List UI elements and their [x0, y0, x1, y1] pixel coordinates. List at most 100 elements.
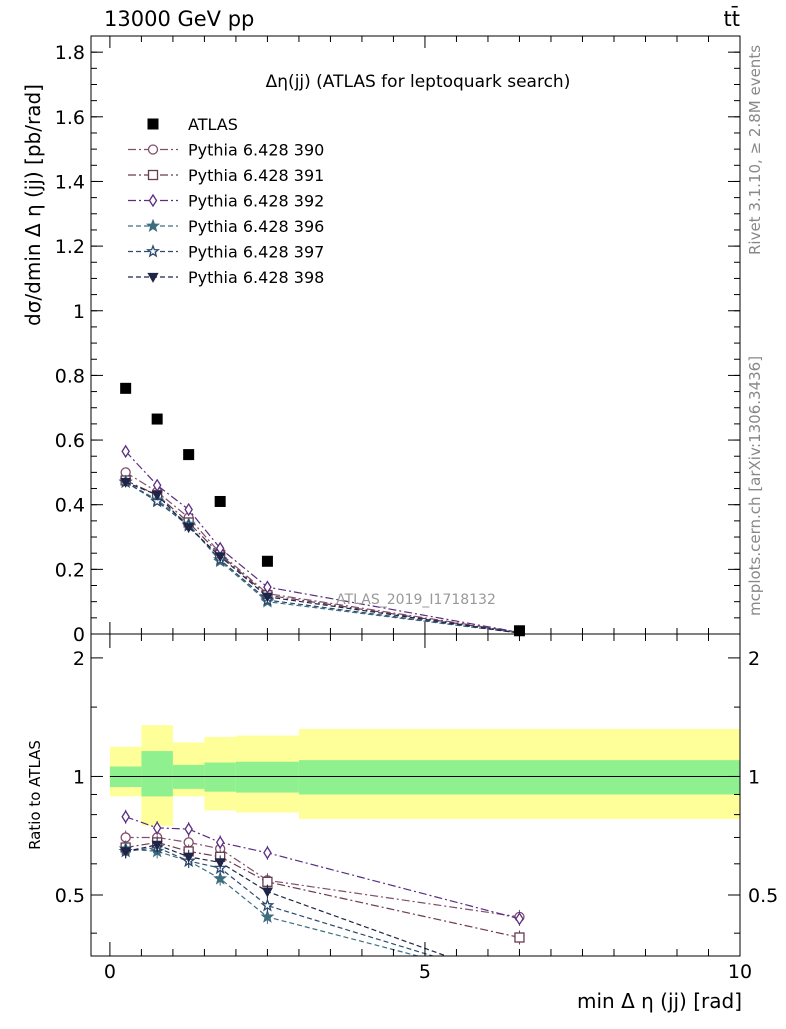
chart-title: Δη(jj) (ATLAS for leptoquark search) — [266, 72, 571, 92]
ratio-point-2 — [184, 822, 193, 836]
y-tick-label: 0 — [73, 624, 85, 646]
uncertainty-band-green — [235, 761, 299, 793]
data-point — [183, 449, 195, 461]
ratio-frame — [90, 633, 741, 957]
legend-entry-5: Pythia 6.428 398 — [128, 268, 324, 287]
ratio-y-tick-label-right: 1 — [748, 766, 760, 788]
legend-entry-1: Pythia 6.428 391 — [128, 166, 324, 185]
legend-marker — [147, 144, 159, 155]
series-line-4 — [125, 481, 520, 634]
series-point-5 — [183, 523, 195, 534]
y-tick-label: 0.2 — [55, 559, 85, 581]
main-panel: 0 0.2 0.4 0.6 0.8 1 1.2 1.4 1.6 1.8 dσ/dmin Δ η (j… — [21, 35, 741, 646]
ratio-series — [118, 809, 525, 956]
ratio-point-5 — [151, 840, 163, 851]
analysis-label: ATLAS_2019_I1718132 — [336, 592, 496, 608]
energy-label: 13000 GeV pp — [104, 7, 254, 31]
series-line-5 — [125, 481, 520, 634]
series-point-5 — [261, 592, 274, 603]
ratio-y-tick-label: 2 — [73, 648, 85, 670]
data-point — [261, 555, 273, 567]
legend-marker — [147, 169, 159, 181]
ratio-y-tick-label: 0.5 — [55, 885, 85, 907]
data-point — [513, 625, 525, 637]
y-tick-label: 1.6 — [55, 107, 85, 129]
process-label: tt̄ — [724, 6, 740, 31]
uncertainty-band-green — [141, 751, 173, 797]
y-axis-label: dσ/dmin Δ η (jj) [pb/rad] — [21, 84, 45, 326]
legend-entry-data: ATLAS — [147, 115, 238, 134]
data-point — [120, 382, 132, 394]
ratio-line-0 — [125, 836, 520, 918]
y-tick-label: 1.8 — [55, 42, 85, 64]
ratio-point-2 — [121, 810, 130, 824]
ratio-line-5 — [125, 844, 448, 956]
series-point-2 — [263, 580, 272, 594]
ratio-point-5 — [214, 858, 226, 869]
y-tick-label: 1.2 — [55, 236, 85, 258]
series-line-1 — [125, 479, 520, 634]
ratio-point-5 — [120, 847, 132, 858]
series-point-2 — [184, 502, 193, 517]
legend-entry-0: Pythia 6.428 390 — [128, 141, 324, 160]
x-tick-label: 0 — [104, 961, 116, 983]
legend-label: Pythia 6.428 398 — [188, 268, 324, 287]
x-tick-label: 10 — [728, 961, 752, 983]
x-axis-label: min Δ η (jj) [rad] — [577, 989, 742, 1013]
ratio-point-2 — [152, 821, 162, 835]
mcplots-label: mcplots.cern.ch [arXiv:1306.3436] — [746, 356, 764, 616]
ratio-line-2 — [125, 816, 520, 920]
data-point — [214, 495, 226, 507]
legend-label: Pythia 6.428 397 — [188, 243, 324, 262]
ratio-y-tick-label-right: 2 — [748, 648, 760, 670]
ratio-point-2 — [515, 912, 524, 926]
series-line-0 — [125, 471, 520, 633]
legend-label: Pythia 6.428 396 — [188, 217, 324, 236]
y-tick-label: 1.4 — [55, 171, 85, 193]
legend-marker — [146, 244, 160, 258]
ratio-point-2 — [215, 835, 225, 850]
series-point-2 — [121, 444, 130, 459]
legend-entry-3: Pythia 6.428 396 — [128, 217, 324, 236]
series-point-2 — [152, 478, 162, 493]
series-point-5 — [214, 552, 226, 563]
ratio-point-5 — [183, 852, 195, 863]
ratio-line-1 — [125, 841, 520, 939]
legend-label: Pythia 6.428 392 — [188, 192, 324, 211]
ratio-line-3 — [125, 848, 421, 956]
legend-marker — [147, 272, 159, 283]
uncertainty-band-green — [204, 762, 236, 792]
y-tick-label: 0.4 — [55, 495, 85, 517]
legend-label: Pythia 6.428 391 — [188, 166, 324, 185]
ratio-point-4 — [260, 898, 275, 912]
ratio-point-5 — [261, 887, 274, 898]
y-tick-label: 0.6 — [55, 430, 85, 452]
legend-label: Pythia 6.428 390 — [188, 141, 324, 160]
legend-entry-4: Pythia 6.428 397 — [128, 243, 324, 262]
header: 13000 GeV pp tt̄ Rivet 3.1.10, ≥ 2.8M ev… — [104, 6, 764, 616]
ratio-y-tick-label: 1 — [73, 766, 85, 788]
series-line-2 — [125, 450, 520, 633]
y-tick-label: 1 — [73, 301, 85, 323]
ratio-y-tick-label-right: 0.5 — [748, 885, 778, 907]
series-point-5 — [120, 477, 132, 488]
ratio-point-1 — [514, 932, 525, 943]
ratio-line-4 — [125, 846, 435, 956]
legend-entry-2: Pythia 6.428 392 — [128, 192, 324, 211]
legend-marker — [148, 193, 158, 208]
ratio-point-2 — [263, 846, 272, 860]
uncertainty-band-green — [298, 760, 740, 795]
x-tick-label: 5 — [419, 961, 431, 983]
ratio-point-3 — [213, 871, 228, 885]
data-point — [151, 413, 163, 425]
legend-label: ATLAS — [188, 115, 238, 134]
series-point-5 — [151, 490, 163, 501]
ratio-y-axis-label: Ratio to ATLAS — [26, 740, 44, 850]
rivet-label: Rivet 3.1.10, ≥ 2.8M events — [746, 45, 764, 255]
legend-marker — [146, 218, 160, 232]
ratio-point-3 — [260, 909, 275, 923]
series-line-3 — [125, 481, 520, 634]
y-tick-label: 0.8 — [55, 365, 85, 387]
legend-marker — [147, 118, 159, 130]
